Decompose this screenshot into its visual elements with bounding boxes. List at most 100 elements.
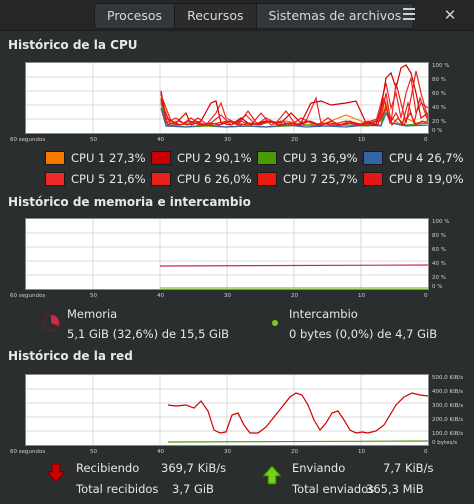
view-switcher: Procesos Recursos Sistemas de archivos: [94, 3, 415, 29]
cpu-legend-label: CPU 7 25,7%: [283, 172, 358, 186]
cpu-legend-label: CPU 1 27,3%: [71, 151, 146, 165]
total-sent-value: 365,3 MiB: [366, 482, 424, 496]
memory-x-tick: 40: [157, 293, 164, 299]
cpu-y-tick: 60 %: [432, 91, 446, 97]
memory-line: [159, 264, 428, 267]
cpu-color-button[interactable]: [151, 151, 171, 165]
memory-y-tick: 0 %: [432, 284, 443, 290]
memory-x-tick: 60 segundos: [10, 293, 46, 299]
cpu-y-tick: 100 %: [432, 63, 450, 69]
swap-label: Intercambio: [289, 307, 358, 321]
cpu-legend-item: CPU 2 90,1%: [151, 150, 252, 166]
cpu-legend-label: CPU 6 26,0%: [177, 172, 252, 186]
swap-value: 0 bytes (0,0%) de 4,7 GiB: [289, 327, 438, 341]
network-y-tick: 400,0 KiB/s: [432, 389, 464, 395]
cpu-legend-item: CPU 3 36,9%: [257, 150, 358, 166]
cpu-x-tick: 40: [157, 137, 164, 143]
network-x-tick: 0: [424, 449, 428, 455]
receiving-line: [167, 392, 428, 434]
upload-arrow-icon[interactable]: [262, 464, 282, 486]
cpu-legend-label: CPU 2 90,1%: [177, 151, 252, 165]
cpu-legend-item: CPU 5 21,6%: [45, 171, 146, 187]
network-x-tick: 30: [224, 449, 231, 455]
memory-y-tick: 20 %: [432, 275, 446, 281]
cpu-color-button[interactable]: [45, 172, 65, 186]
cpu-legend-label: CPU 3 36,9%: [283, 151, 358, 165]
cpu-line-2: [160, 64, 428, 126]
cpu-legend-item: CPU 8 19,0%: [363, 171, 464, 187]
network-x-tick: 50: [90, 449, 97, 455]
cpu-color-button[interactable]: [363, 151, 383, 165]
close-icon[interactable]: ✕: [443, 6, 457, 24]
cpu-color-button[interactable]: [257, 172, 277, 186]
memory-history-graph: [25, 218, 429, 290]
memory-y-tick: 80 %: [432, 233, 446, 239]
tab-processes[interactable]: Procesos: [95, 4, 176, 28]
memory-value: 5,1 GiB (32,6%) de 15,5 GiB: [67, 327, 230, 341]
menu-icon[interactable]: [403, 8, 415, 22]
memory-y-tick: 60 %: [432, 247, 446, 253]
total-received-label: Total recibidos: [76, 482, 159, 496]
tab-file-systems[interactable]: Sistemas de archivos: [256, 4, 414, 28]
cpu-legend-label: CPU 5 21,6%: [71, 172, 146, 186]
receiving-value: 369,7 KiB/s: [161, 461, 227, 475]
title-bar: Procesos Recursos Sistemas de archivos ✕: [0, 0, 474, 31]
network-history-graph: [25, 374, 429, 446]
memory-x-tick: 20: [291, 293, 298, 299]
memory-pie-icon[interactable]: [40, 312, 62, 334]
memory-y-tick: 100 %: [432, 219, 450, 225]
receiving-label: Recibiendo: [76, 461, 140, 475]
cpu-line-4: [160, 107, 428, 128]
cpu-legend: CPU 1 27,3% CPU 2 90,1% CPU 3 36,9% CPU …: [45, 150, 465, 188]
memory-x-tick: 0: [424, 293, 428, 299]
network-x-tick: 40: [157, 449, 164, 455]
cpu-legend-label: CPU 8 19,0%: [389, 172, 464, 186]
memory-x-tick: 30: [224, 293, 231, 299]
cpu-x-tick: 60 segundos: [10, 137, 46, 143]
swap-pie-icon[interactable]: [270, 318, 280, 328]
network-x-tick: 60 segundos: [10, 449, 46, 455]
total-received-value: 3,7 GiB: [172, 482, 214, 496]
cpu-section-title: Histórico de la CPU: [8, 38, 138, 52]
cpu-history-graph: [25, 62, 429, 134]
network-y-tick: 500,0 KiB/s: [432, 375, 464, 381]
cpu-x-tick: 0: [424, 137, 428, 143]
cpu-x-tick: 20: [291, 137, 298, 143]
memory-x-tick: 10: [358, 293, 365, 299]
cpu-legend-item: CPU 7 25,7%: [257, 171, 358, 187]
cpu-y-tick: 40 %: [432, 105, 446, 111]
cpu-color-button[interactable]: [257, 151, 277, 165]
sending-line: [167, 440, 428, 443]
cpu-legend-item: CPU 4 26,7%: [363, 150, 464, 166]
memory-x-tick: 50: [90, 293, 97, 299]
network-y-tick: 200,0 KiB/s: [432, 417, 464, 423]
cpu-y-tick: 20 %: [432, 119, 446, 125]
network-y-tick: 0 bytes/s: [432, 440, 458, 446]
cpu-line-8: [160, 100, 428, 127]
network-x-tick: 20: [291, 449, 298, 455]
memory-label: Memoria: [67, 307, 118, 321]
cpu-x-tick: 30: [224, 137, 231, 143]
cpu-color-button[interactable]: [45, 151, 65, 165]
cpu-y-tick: 0 %: [432, 128, 443, 134]
cpu-x-tick: 10: [358, 137, 365, 143]
cpu-y-tick: 80 %: [432, 77, 446, 83]
network-y-tick: 300,0 KiB/s: [432, 403, 464, 409]
cpu-line-7: [160, 95, 428, 127]
sending-value: 7,7 KiB/s: [383, 461, 434, 475]
cpu-x-tick: 50: [90, 137, 97, 143]
cpu-color-button[interactable]: [363, 172, 383, 186]
network-section-title: Histórico de la red: [8, 349, 133, 363]
memory-section-title: Histórico de memoria e intercambio: [8, 195, 251, 209]
tab-resources[interactable]: Recursos: [175, 4, 257, 28]
cpu-legend-item: CPU 6 26,0%: [151, 171, 252, 187]
memory-y-tick: 40 %: [432, 261, 446, 267]
cpu-legend-item: CPU 1 27,3%: [45, 150, 146, 166]
total-sent-label: Total enviados: [292, 482, 375, 496]
network-x-tick: 10: [358, 449, 365, 455]
network-y-tick: 100,0 KiB/s: [432, 431, 464, 437]
download-arrow-icon[interactable]: [46, 462, 66, 484]
cpu-legend-label: CPU 4 26,7%: [389, 151, 464, 165]
cpu-color-button[interactable]: [151, 172, 171, 186]
sending-label: Enviando: [292, 461, 346, 475]
